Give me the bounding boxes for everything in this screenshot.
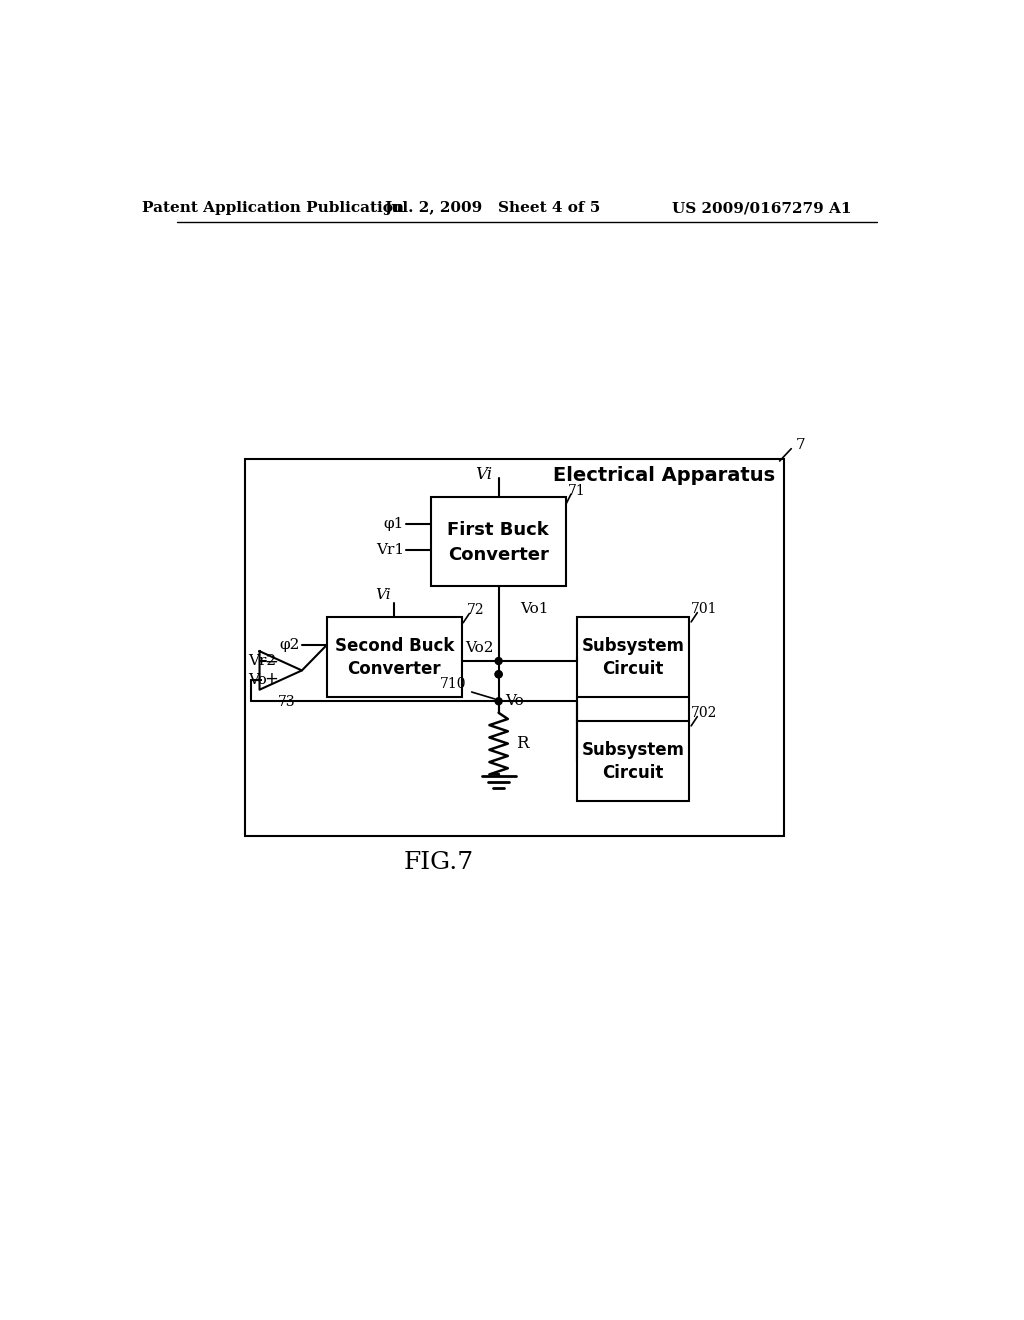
Text: Vo1: Vo1 — [520, 602, 549, 616]
Text: 71: 71 — [568, 484, 586, 498]
Text: Vo: Vo — [505, 694, 523, 709]
Text: Converter: Converter — [347, 660, 441, 678]
Text: 72: 72 — [467, 603, 484, 618]
Text: Vr2: Vr2 — [249, 655, 276, 668]
Circle shape — [496, 657, 502, 664]
Bar — [578, 616, 689, 697]
Text: Vi: Vi — [475, 466, 492, 483]
Text: Circuit: Circuit — [602, 660, 664, 678]
Text: Second Buck: Second Buck — [335, 638, 454, 656]
Text: −: − — [264, 653, 278, 671]
Circle shape — [496, 698, 502, 705]
Text: 702: 702 — [691, 706, 718, 719]
Text: 701: 701 — [691, 602, 718, 616]
Text: φ2: φ2 — [280, 638, 300, 652]
Text: Vi: Vi — [375, 587, 390, 602]
Text: Subsystem: Subsystem — [582, 742, 684, 759]
Text: Vo2: Vo2 — [466, 642, 494, 655]
Text: 710: 710 — [439, 677, 466, 692]
Circle shape — [496, 671, 502, 677]
Bar — [578, 721, 689, 801]
Text: Vo: Vo — [249, 673, 267, 686]
Text: Circuit: Circuit — [602, 764, 664, 781]
Text: Patent Application Publication: Patent Application Publication — [142, 202, 404, 215]
Text: 73: 73 — [279, 696, 296, 709]
Text: Subsystem: Subsystem — [582, 638, 684, 656]
Text: R: R — [515, 735, 528, 752]
Bar — [245, 459, 783, 836]
Bar — [431, 498, 565, 586]
Text: 7: 7 — [796, 438, 805, 451]
Circle shape — [496, 671, 502, 677]
Text: φ1: φ1 — [384, 516, 403, 531]
Text: Converter: Converter — [447, 545, 549, 564]
Text: First Buck: First Buck — [447, 521, 549, 539]
Bar — [327, 616, 462, 697]
Text: Vr1: Vr1 — [376, 544, 403, 557]
Text: Electrical Apparatus: Electrical Apparatus — [553, 466, 775, 486]
Text: +: + — [264, 671, 278, 688]
Text: FIG.7: FIG.7 — [403, 851, 474, 874]
Text: Jul. 2, 2009   Sheet 4 of 5: Jul. 2, 2009 Sheet 4 of 5 — [384, 202, 601, 215]
Text: US 2009/0167279 A1: US 2009/0167279 A1 — [672, 202, 852, 215]
